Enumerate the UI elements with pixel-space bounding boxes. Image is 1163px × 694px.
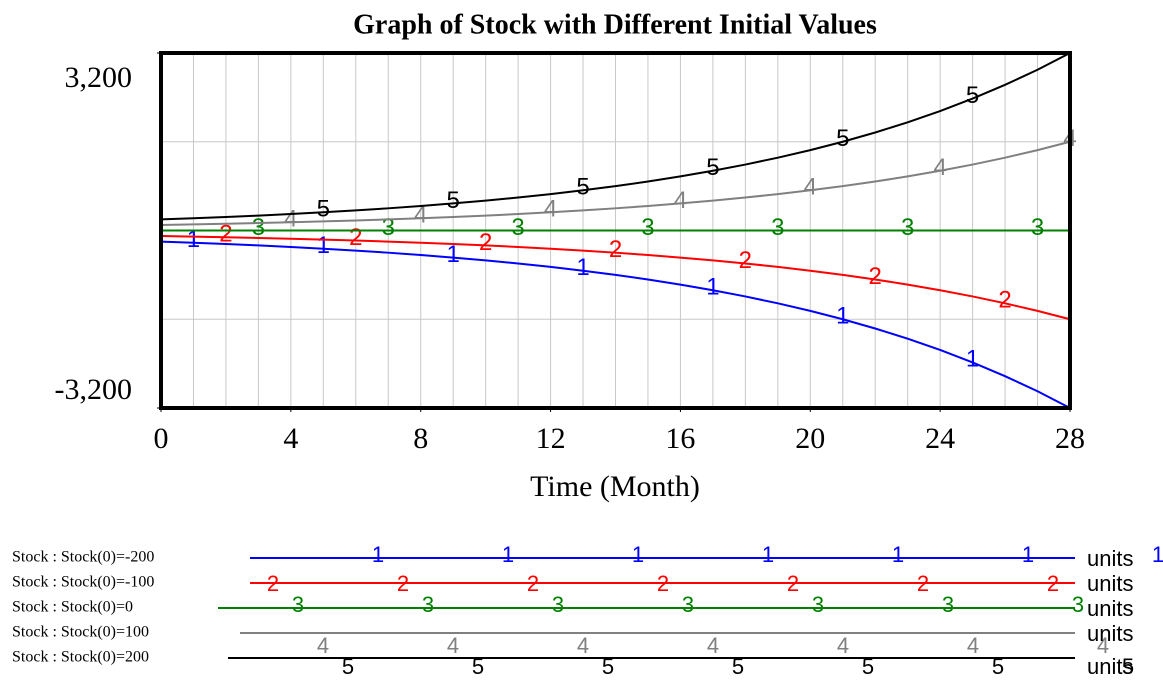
legend-units: units <box>1087 654 1133 679</box>
legend-units: units <box>1087 621 1133 646</box>
series-marker: 3 <box>382 214 395 241</box>
legend-marker: 1 <box>762 542 774 567</box>
legend-marker: 1 <box>1152 542 1163 567</box>
legend-units: units <box>1087 546 1133 571</box>
series-marker: 5 <box>966 82 979 109</box>
legend-units: units <box>1087 571 1133 596</box>
series-marker: 3 <box>641 214 654 241</box>
x-tick-label: 16 <box>665 422 695 455</box>
legend-marker: 1 <box>892 542 904 567</box>
legend-marker: 5 <box>732 654 744 679</box>
series-marker: 5 <box>706 154 719 181</box>
legend-marker: 4 <box>1097 633 1109 658</box>
series-marker: 2 <box>219 221 232 248</box>
legend-marker: 2 <box>657 571 669 596</box>
legend-marker: 4 <box>447 633 459 658</box>
legend-marker: 1 <box>372 542 384 567</box>
x-tick-label: 24 <box>925 422 955 455</box>
legend-marker: 1 <box>502 542 514 567</box>
legend-marker: 2 <box>1047 571 1059 596</box>
legend-marker: 2 <box>787 571 799 596</box>
legend-marker: 5 <box>602 654 614 679</box>
x-tick-label: 12 <box>536 422 566 455</box>
series-line <box>160 240 1071 409</box>
series-marker: 1 <box>446 241 459 268</box>
series-marker: 4 <box>804 174 817 201</box>
legend-marker: 3 <box>942 592 954 617</box>
series-marker: 3 <box>1031 214 1044 241</box>
legend-marker: 2 <box>917 571 929 596</box>
series-marker: 2 <box>349 224 362 251</box>
x-tick-label: 20 <box>795 422 825 455</box>
legend-label: Stock : Stock(0)=-200 <box>12 549 154 566</box>
series-marker: 2 <box>609 236 622 263</box>
legend-label: Stock : Stock(0)=200 <box>12 649 149 666</box>
series-marker: 3 <box>901 214 914 241</box>
legend-marker: 1 <box>1022 542 1034 567</box>
series-marker: 4 <box>284 206 297 233</box>
chart-title: Graph of Stock with Different Initial Va… <box>353 9 877 40</box>
legend-marker: 3 <box>812 592 824 617</box>
series-marker: 1 <box>576 254 589 281</box>
legend-label: Stock : Stock(0)=100 <box>12 624 149 641</box>
series-marker: 4 <box>674 187 687 214</box>
legend-marker: 4 <box>577 633 589 658</box>
legend-marker: 5 <box>862 654 874 679</box>
y-tick-label: -3,200 <box>55 373 133 406</box>
legend-marker: 1 <box>632 542 644 567</box>
legend-marker: 4 <box>707 633 719 658</box>
series-marker: 4 <box>544 196 557 223</box>
series-marker: 1 <box>836 303 849 330</box>
legend-marker: 2 <box>397 571 409 596</box>
legend-marker: 3 <box>422 592 434 617</box>
legend-marker: 4 <box>967 633 979 658</box>
legend-marker: 5 <box>472 654 484 679</box>
x-tick-label: 28 <box>1055 422 1085 455</box>
series-marker: 1 <box>317 232 330 259</box>
series-marker: 2 <box>479 229 492 256</box>
x-axis-label: Time (Month) <box>530 470 700 503</box>
legend-marker: 2 <box>527 571 539 596</box>
series-marker: 4 <box>414 202 427 229</box>
series-marker: 1 <box>187 226 200 253</box>
legend-units: units <box>1087 596 1133 621</box>
series-marker: 3 <box>511 214 524 241</box>
x-tick-label: 0 <box>154 422 169 455</box>
series-marker: 5 <box>576 174 589 201</box>
series-marker: 2 <box>998 287 1011 314</box>
legend-marker: 2 <box>267 571 279 596</box>
legend-marker: 3 <box>552 592 564 617</box>
legend-label: Stock : Stock(0)=-100 <box>12 574 154 591</box>
series-line <box>160 140 1071 226</box>
plot-frame <box>159 51 1072 410</box>
series-marker: 5 <box>446 187 459 214</box>
series-marker: 1 <box>706 274 719 301</box>
legend-marker: 5 <box>342 654 354 679</box>
series-marker: 3 <box>252 214 265 241</box>
series-marker: 5 <box>836 125 849 152</box>
x-tick-label: 8 <box>413 422 428 455</box>
x-tick-label: 4 <box>283 422 298 455</box>
series-marker: 3 <box>771 214 784 241</box>
series-marker: 2 <box>739 247 752 274</box>
legend-marker: 5 <box>1122 654 1134 679</box>
legend-marker: 4 <box>837 633 849 658</box>
y-tick-label: 3,200 <box>65 61 133 94</box>
series-marker: 1 <box>966 346 979 373</box>
series-line <box>160 235 1071 321</box>
series-marker: 4 <box>933 154 946 181</box>
series-line <box>160 52 1071 221</box>
legend-marker: 4 <box>317 633 329 658</box>
series-marker: 5 <box>317 196 330 223</box>
legend-marker: 3 <box>682 592 694 617</box>
legend-label: Stock : Stock(0)=0 <box>12 599 133 616</box>
legend-marker: 5 <box>992 654 1004 679</box>
legend-marker: 3 <box>292 592 304 617</box>
series-marker: 2 <box>869 263 882 290</box>
legend-marker: 3 <box>1072 592 1084 617</box>
